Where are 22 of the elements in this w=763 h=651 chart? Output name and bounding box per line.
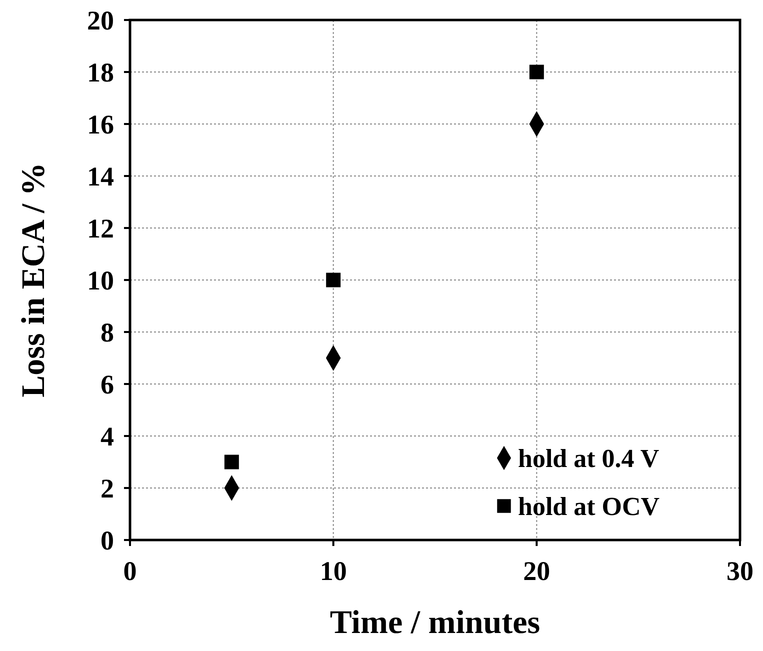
y-tick-label: 8 bbox=[100, 317, 114, 348]
y-tick-label: 14 bbox=[87, 161, 114, 192]
x-tick-label: 0 bbox=[123, 556, 137, 586]
point bbox=[224, 454, 239, 470]
y-tick-label: 6 bbox=[100, 369, 114, 400]
y-tick-label: 0 bbox=[100, 525, 114, 556]
x-tick-label: 20 bbox=[523, 556, 550, 586]
y-tick-label: 20 bbox=[87, 5, 114, 36]
x-tick-label: 10 bbox=[320, 556, 347, 586]
point bbox=[326, 272, 341, 288]
y-axis-title: Loss in ECA / % bbox=[16, 162, 52, 398]
y-tick-label: 16 bbox=[87, 109, 114, 140]
legend-label: hold at OCV bbox=[518, 492, 660, 522]
y-tick-label: 2 bbox=[100, 473, 114, 504]
y-tick-label: 12 bbox=[87, 213, 114, 244]
y-tick-label: 4 bbox=[100, 421, 114, 452]
y-tick-label: 10 bbox=[87, 265, 114, 296]
x-axis-title: Time / minutes bbox=[330, 605, 540, 641]
y-tick-label: 18 bbox=[87, 57, 114, 88]
x-tick-label: 30 bbox=[726, 556, 754, 586]
legend-label: hold at 0.4 V bbox=[518, 444, 660, 474]
point bbox=[529, 64, 544, 80]
